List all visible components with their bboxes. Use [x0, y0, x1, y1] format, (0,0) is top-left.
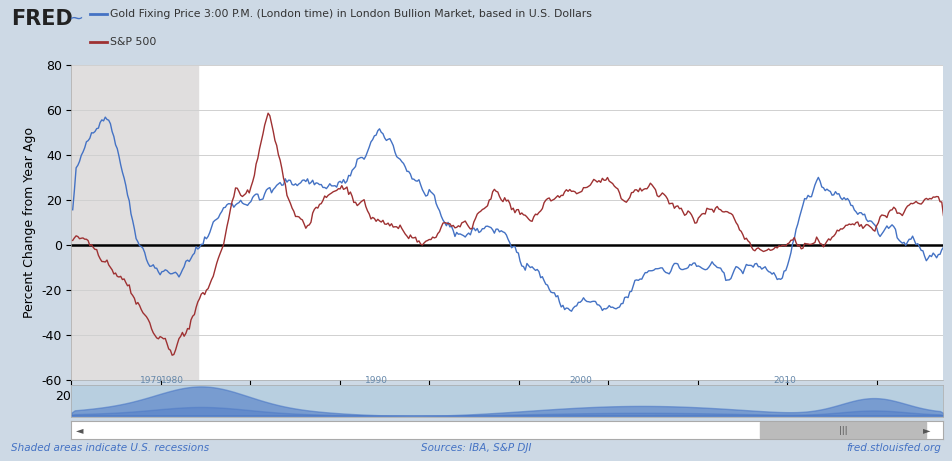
Bar [71, 65, 198, 380]
Text: Gold Fixing Price 3:00 P.M. (London time) in London Bullion Market, based in U.S: Gold Fixing Price 3:00 P.M. (London time… [109, 9, 591, 19]
Bar [760, 422, 925, 438]
Text: 1990: 1990 [365, 376, 387, 385]
Text: 2000: 2000 [568, 376, 591, 385]
Text: |||: ||| [838, 426, 846, 435]
Text: Shaded areas indicate U.S. recessions: Shaded areas indicate U.S. recessions [11, 443, 209, 453]
Text: Sources: IBA, S&P DJI: Sources: IBA, S&P DJI [421, 443, 531, 453]
Text: 2010: 2010 [773, 376, 796, 385]
Text: 1980: 1980 [160, 376, 184, 385]
Y-axis label: Percent Change from Year Ago: Percent Change from Year Ago [23, 127, 36, 318]
Text: FRED: FRED [11, 9, 73, 30]
Text: 1979: 1979 [140, 376, 163, 385]
Text: ◄: ◄ [76, 425, 83, 435]
Bar [744, 385, 942, 417]
Text: ►: ► [922, 425, 929, 435]
Text: fred.stlouisfed.org: fred.stlouisfed.org [845, 443, 941, 453]
Text: S&P 500: S&P 500 [109, 37, 156, 47]
Text: ~: ~ [69, 9, 84, 27]
